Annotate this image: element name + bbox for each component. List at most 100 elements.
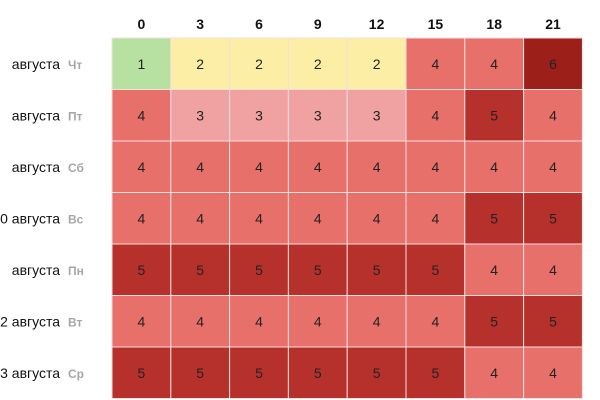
row-date-label: августа <box>12 262 60 278</box>
cell-value: 5 <box>314 262 322 278</box>
heatmap-cell <box>229 37 289 90</box>
cell-value: 4 <box>549 159 557 175</box>
row-date-label: августа <box>12 107 60 123</box>
cell-value: 1 <box>138 56 146 72</box>
heatmap-cell <box>405 295 466 348</box>
heatmap-cell <box>111 346 172 399</box>
cell-value: 4 <box>549 262 557 278</box>
cell-value: 4 <box>432 159 440 175</box>
cell-value: 4 <box>373 210 381 226</box>
heatmap-cell <box>346 243 407 296</box>
column-label: 9 <box>314 16 322 32</box>
cell-value: 5 <box>373 365 381 381</box>
heatmap-cell <box>346 346 407 399</box>
cell-value: 4 <box>373 313 381 329</box>
heatmap-cell <box>170 346 231 399</box>
heatmap-cell <box>229 192 289 245</box>
cell-value: 4 <box>314 159 322 175</box>
cell-value: 5 <box>549 210 557 226</box>
cell-value: 5 <box>138 262 146 278</box>
cell-value: 5 <box>314 365 322 381</box>
cell-value: 4 <box>138 159 146 175</box>
row-day-label: Вт <box>68 315 83 329</box>
cell-value: 4 <box>314 313 322 329</box>
cell-value: 3 <box>196 107 204 123</box>
cell-value: 5 <box>490 313 498 329</box>
heatmap-cell <box>523 243 583 296</box>
cell-value: 4 <box>138 107 146 123</box>
cell-value: 3 <box>373 107 381 123</box>
heatmap-cell <box>170 89 231 142</box>
heatmap-cell <box>464 295 525 348</box>
cell-value: 4 <box>490 262 498 278</box>
cell-value: 5 <box>138 365 146 381</box>
cell-value: 2 <box>255 56 263 72</box>
cell-value: 4 <box>432 313 440 329</box>
column-label: 0 <box>138 16 146 32</box>
row-date-label: 0 августа <box>0 210 60 226</box>
column-label: 3 <box>196 16 204 32</box>
heatmap-cell <box>287 192 348 245</box>
heatmap-cell <box>523 37 583 90</box>
heatmap-cell <box>405 346 466 399</box>
heatmap-cell <box>464 243 525 296</box>
heatmap-cell <box>170 295 231 348</box>
heatmap-cell <box>405 140 466 193</box>
cell-value: 4 <box>196 210 204 226</box>
cell-value: 4 <box>373 159 381 175</box>
cell-value: 5 <box>196 262 204 278</box>
cell-value: 5 <box>549 313 557 329</box>
row-date-label: августа <box>12 159 60 175</box>
cell-value: 4 <box>255 210 263 226</box>
cell-value: 2 <box>196 56 204 72</box>
column-label: 12 <box>369 16 385 32</box>
cell-value: 2 <box>314 56 322 72</box>
cell-value: 6 <box>549 56 557 72</box>
cell-value: 5 <box>490 210 498 226</box>
row-date-label: 3 августа <box>0 365 60 381</box>
cell-value: 5 <box>255 365 263 381</box>
cell-value: 5 <box>373 262 381 278</box>
heatmap-cell <box>111 192 172 245</box>
cell-value: 4 <box>490 56 498 72</box>
column-label: 15 <box>428 16 444 32</box>
heatmap-cell <box>523 295 583 348</box>
cell-value: 5 <box>255 262 263 278</box>
heatmap-cell <box>523 89 583 142</box>
heatmap-cell <box>111 140 172 193</box>
heatmap-cell <box>464 140 525 193</box>
heatmap-cell <box>287 140 348 193</box>
cell-value: 4 <box>549 365 557 381</box>
cell-value: 4 <box>314 210 322 226</box>
heatmap-cell <box>229 295 289 348</box>
heatmap-cell <box>287 89 348 142</box>
heatmap-cell <box>229 346 289 399</box>
heatmap-cell <box>170 37 231 90</box>
heatmap-cell <box>346 140 407 193</box>
cell-value: 4 <box>255 313 263 329</box>
cell-value: 4 <box>138 210 146 226</box>
column-label: 18 <box>486 16 502 32</box>
heatmap-cell <box>405 37 466 90</box>
cell-value: 4 <box>255 159 263 175</box>
heatmap-cells: 1 2 2 2 2 4 4 6 4 3 3 3 3 4 5 4 4 4 4 4 4 4 4 4 4 4 4 4 4 4 5 5 5 5 5 5 5 5 4 4… <box>111 37 583 399</box>
heatmap-cell <box>229 140 289 193</box>
heatmap-cell <box>464 346 525 399</box>
column-label: 6 <box>255 16 263 32</box>
heatmap-cell <box>111 37 172 90</box>
heatmap-cell <box>346 295 407 348</box>
cell-value: 4 <box>490 365 498 381</box>
row-day-label: Чт <box>68 58 82 72</box>
cell-value: 4 <box>138 313 146 329</box>
cell-value: 2 <box>373 56 381 72</box>
row-day-label: Пн <box>68 264 84 278</box>
row-day-label: Вс <box>68 212 84 226</box>
row-date-label: 2 августа <box>0 313 60 329</box>
row-labels: августа Чт августа Пт августа Сб 0 августа Вс ав… <box>0 56 84 381</box>
row-day-label: Сб <box>68 161 84 175</box>
row-day-label: Пт <box>68 109 83 123</box>
column-label: 21 <box>545 16 561 32</box>
heatmap-cell <box>170 140 231 193</box>
cell-value: 5 <box>432 262 440 278</box>
